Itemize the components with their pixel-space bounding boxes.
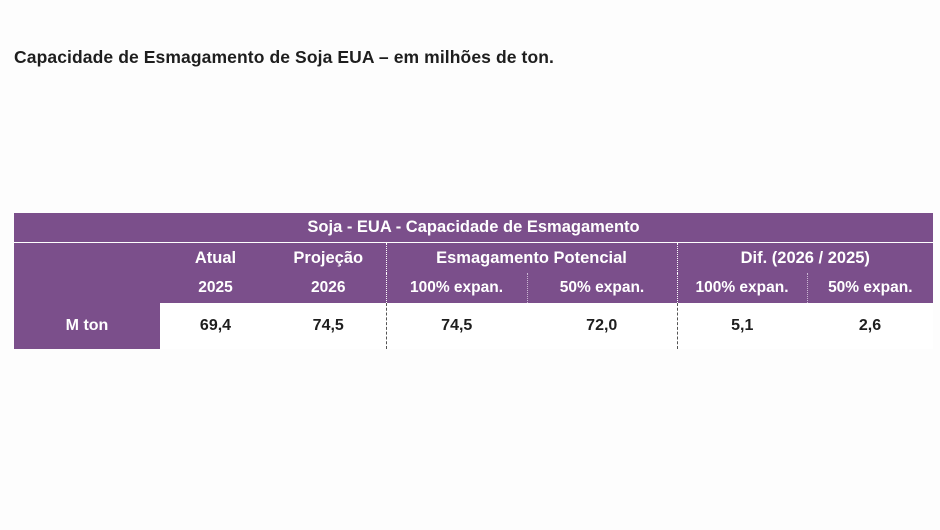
header-esmagamento-potencial: Esmagamento Potencial — [385, 242, 677, 273]
header-row-2: 2025 2026 100% expan. 50% expan. 100% ex… — [14, 273, 934, 303]
table-row: M ton 69,4 74,5 74,5 72,0 5,1 2,6 — [14, 303, 934, 349]
cell-esmagamento-100: 74,5 — [385, 303, 527, 349]
row-label: M ton — [14, 303, 160, 349]
header-row-1: Atual Projeção Esmagamento Potencial Dif… — [14, 242, 934, 273]
table-title: Soja - EUA - Capacidade de Esmagamento — [14, 213, 934, 243]
cell-atual-2025: 69,4 — [160, 303, 271, 349]
header-projecao: Projeção — [271, 242, 386, 273]
table-title-row: Soja - EUA - Capacidade de Esmagamento — [14, 213, 934, 243]
cell-esmagamento-50: 72,0 — [527, 303, 677, 349]
header-dif: Dif. (2026 / 2025) — [676, 242, 934, 273]
header-atual-year: 2025 — [160, 273, 271, 303]
header-projecao-year: 2026 — [271, 273, 386, 303]
header-empty-cell — [14, 273, 160, 303]
header-dif-50-expan: 50% expan. — [806, 273, 934, 303]
header-esmagamento-50-expan: 50% expan. — [526, 273, 677, 303]
cell-dif-50: 2,6 — [807, 303, 934, 349]
header-empty-cell — [14, 242, 160, 273]
cell-projecao-2026: 74,5 — [271, 303, 386, 349]
header-atual: Atual — [160, 242, 271, 273]
crushing-capacity-table: Soja - EUA - Capacidade de Esmagamento A… — [14, 213, 934, 349]
header-esmagamento-100-expan: 100% expan. — [385, 273, 527, 303]
cell-dif-100: 5,1 — [676, 303, 807, 349]
header-dif-100-expan: 100% expan. — [676, 273, 807, 303]
page-title: Capacidade de Esmagamento de Soja EUA – … — [14, 47, 555, 67]
